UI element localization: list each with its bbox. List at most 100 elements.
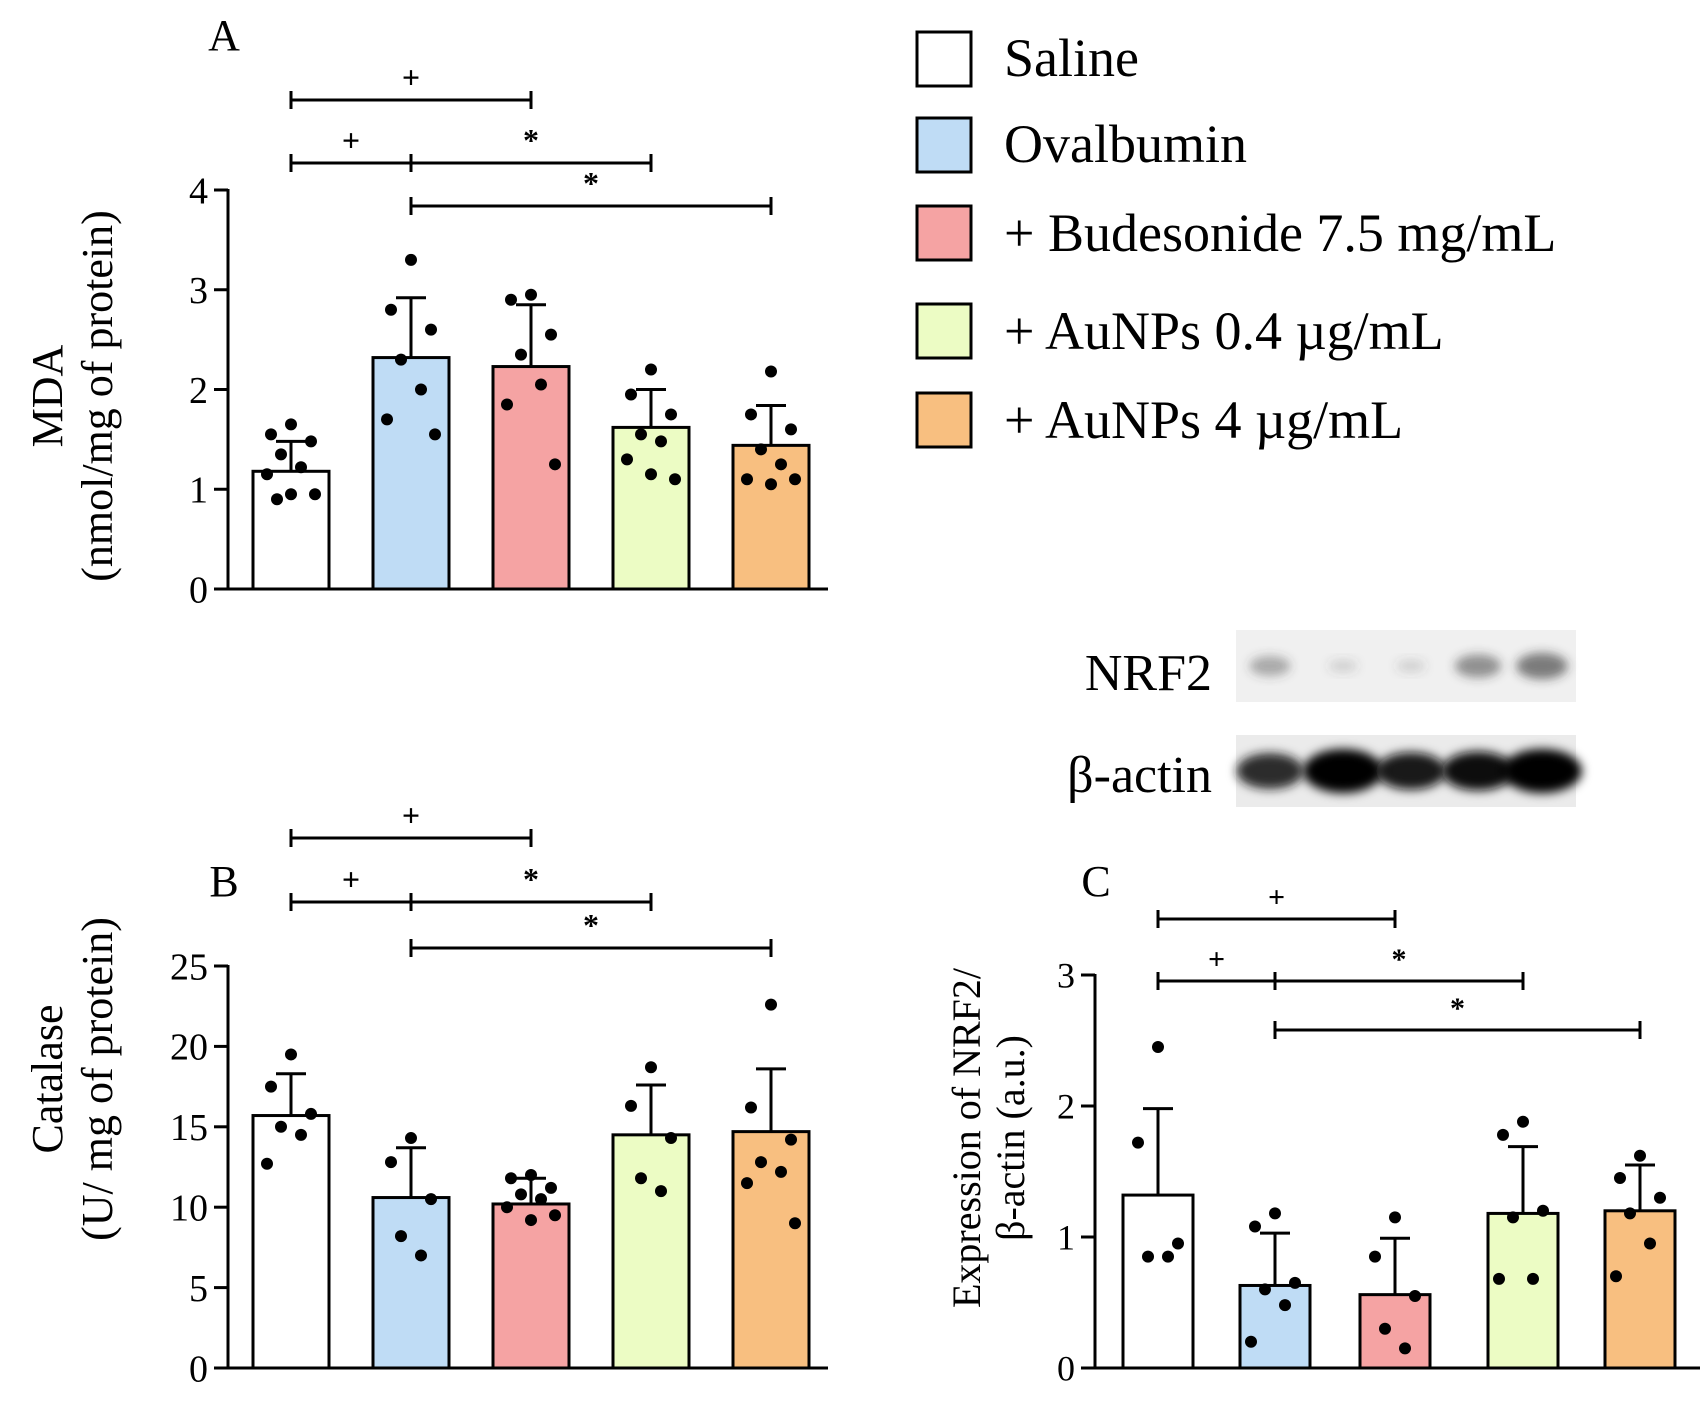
y-tick-label: 2 — [1057, 1087, 1075, 1127]
significance-bracket: * — [409, 907, 773, 957]
legend-label: + Budesonide 7.5 mg/mL — [1004, 203, 1556, 263]
data-point — [621, 453, 633, 466]
bar — [371, 1196, 451, 1370]
data-point — [635, 1172, 647, 1185]
plot-area: 0 1 2 3 + + * * — [1057, 881, 1700, 1389]
data-point — [425, 1193, 437, 1206]
y-axis-label-line-2: (nmol/mg of protein) — [73, 210, 122, 582]
data-point — [395, 1230, 407, 1243]
data-point — [1249, 1220, 1261, 1233]
bar — [731, 1130, 811, 1370]
data-point — [265, 1080, 277, 1093]
data-point — [545, 1181, 557, 1194]
data-point — [309, 488, 321, 501]
significance-bracket: + — [1156, 943, 1277, 990]
y-tick-label: 1 — [189, 470, 208, 512]
data-point — [381, 413, 393, 426]
y-tick-label: 10 — [170, 1188, 208, 1230]
y-tick-label: 25 — [170, 946, 208, 988]
significance-bracket: + — [289, 122, 413, 172]
data-point — [1497, 1128, 1509, 1141]
legend-label: Saline — [1004, 28, 1139, 88]
data-point — [405, 253, 417, 266]
data-point — [745, 408, 757, 421]
data-point — [645, 363, 657, 376]
data-point — [1289, 1276, 1301, 1289]
bar-group-3 — [491, 288, 571, 591]
data-point — [549, 1209, 561, 1222]
data-point — [665, 408, 677, 421]
significance-symbol: + — [1208, 943, 1225, 976]
panel-b: B Catalase (U/ mg of protein) 0 5 10 15 20 25… — [23, 797, 828, 1390]
bar — [491, 1202, 571, 1370]
bar-group-5 — [731, 998, 811, 1370]
legend-label: + AuNPs 0.4 µg/mL — [1004, 301, 1444, 361]
data-point — [1152, 1041, 1164, 1054]
blot-band — [1502, 749, 1582, 793]
bar-group-4 — [1486, 1115, 1560, 1370]
data-point — [501, 1201, 513, 1214]
data-point — [285, 418, 297, 431]
y-tick-label: 15 — [170, 1107, 208, 1149]
data-point — [645, 1061, 657, 1074]
y-tick-label: 20 — [170, 1027, 208, 1069]
legend: Saline Ovalbumin + Budesonide 7.5 mg/mL … — [915, 28, 1556, 450]
bar — [1603, 1209, 1677, 1370]
blot-band — [1303, 749, 1383, 793]
y-tick-label: 0 — [189, 569, 208, 611]
data-point — [1269, 1207, 1281, 1220]
data-point — [665, 1132, 677, 1145]
data-point — [741, 473, 753, 486]
data-point — [265, 428, 277, 441]
data-point — [1537, 1204, 1549, 1217]
significance-symbol: + — [402, 797, 420, 833]
data-point — [1614, 1172, 1626, 1185]
legend-item-ovalbumin: Ovalbumin — [915, 114, 1247, 174]
bar — [1121, 1193, 1195, 1370]
panel-c: C Expression of NRF2/ β-actin (a.u.) 0 1 2… — [944, 857, 1700, 1389]
bar — [611, 1133, 691, 1370]
data-point — [669, 473, 681, 486]
western-blot: NRF2 β-actin — [1067, 630, 1582, 807]
data-point — [1369, 1250, 1381, 1263]
y-tick-label: 2 — [189, 370, 208, 412]
plot-area: 0 5 10 15 20 25 + + * * — [170, 797, 828, 1390]
legend-item-aunps-low: + AuNPs 0.4 µg/mL — [915, 301, 1444, 361]
y-axis-label-line-2: β-actin (a.u.) — [988, 1035, 1033, 1241]
data-point — [789, 1217, 801, 1230]
data-point — [535, 1193, 547, 1206]
legend-label: + AuNPs 4 µg/mL — [1004, 390, 1403, 450]
blot-band — [1396, 659, 1426, 673]
data-point — [1142, 1250, 1154, 1263]
bar — [371, 356, 451, 591]
data-point — [1132, 1136, 1144, 1149]
data-point — [285, 1048, 297, 1061]
blot-band — [1441, 751, 1515, 791]
y-axis-label-line-2: (U/ mg of protein) — [73, 917, 122, 1241]
data-point — [415, 1249, 427, 1262]
significance-bracket: * — [1273, 992, 1642, 1039]
blot-band — [1236, 753, 1304, 789]
bar-group-2 — [371, 253, 451, 591]
significance-bracket: + — [289, 797, 533, 847]
legend-swatch — [915, 116, 973, 174]
data-point — [1245, 1335, 1257, 1348]
bar-group-4 — [611, 363, 691, 591]
blot-band — [1454, 654, 1502, 678]
data-point — [429, 428, 441, 441]
blot-bands-nrf2 — [1249, 652, 1568, 680]
data-point — [501, 398, 513, 411]
data-point — [305, 1107, 317, 1120]
y-tick-label: 0 — [189, 1348, 208, 1390]
significance-symbol: + — [342, 122, 360, 158]
data-point — [505, 1172, 517, 1185]
data-point — [261, 468, 273, 481]
data-point — [275, 448, 287, 461]
significance-symbol: + — [402, 59, 420, 95]
data-point — [505, 293, 517, 306]
data-point — [1644, 1237, 1656, 1250]
data-point — [515, 1188, 527, 1201]
data-point — [285, 488, 297, 501]
significance-bracket: * — [1273, 943, 1525, 990]
